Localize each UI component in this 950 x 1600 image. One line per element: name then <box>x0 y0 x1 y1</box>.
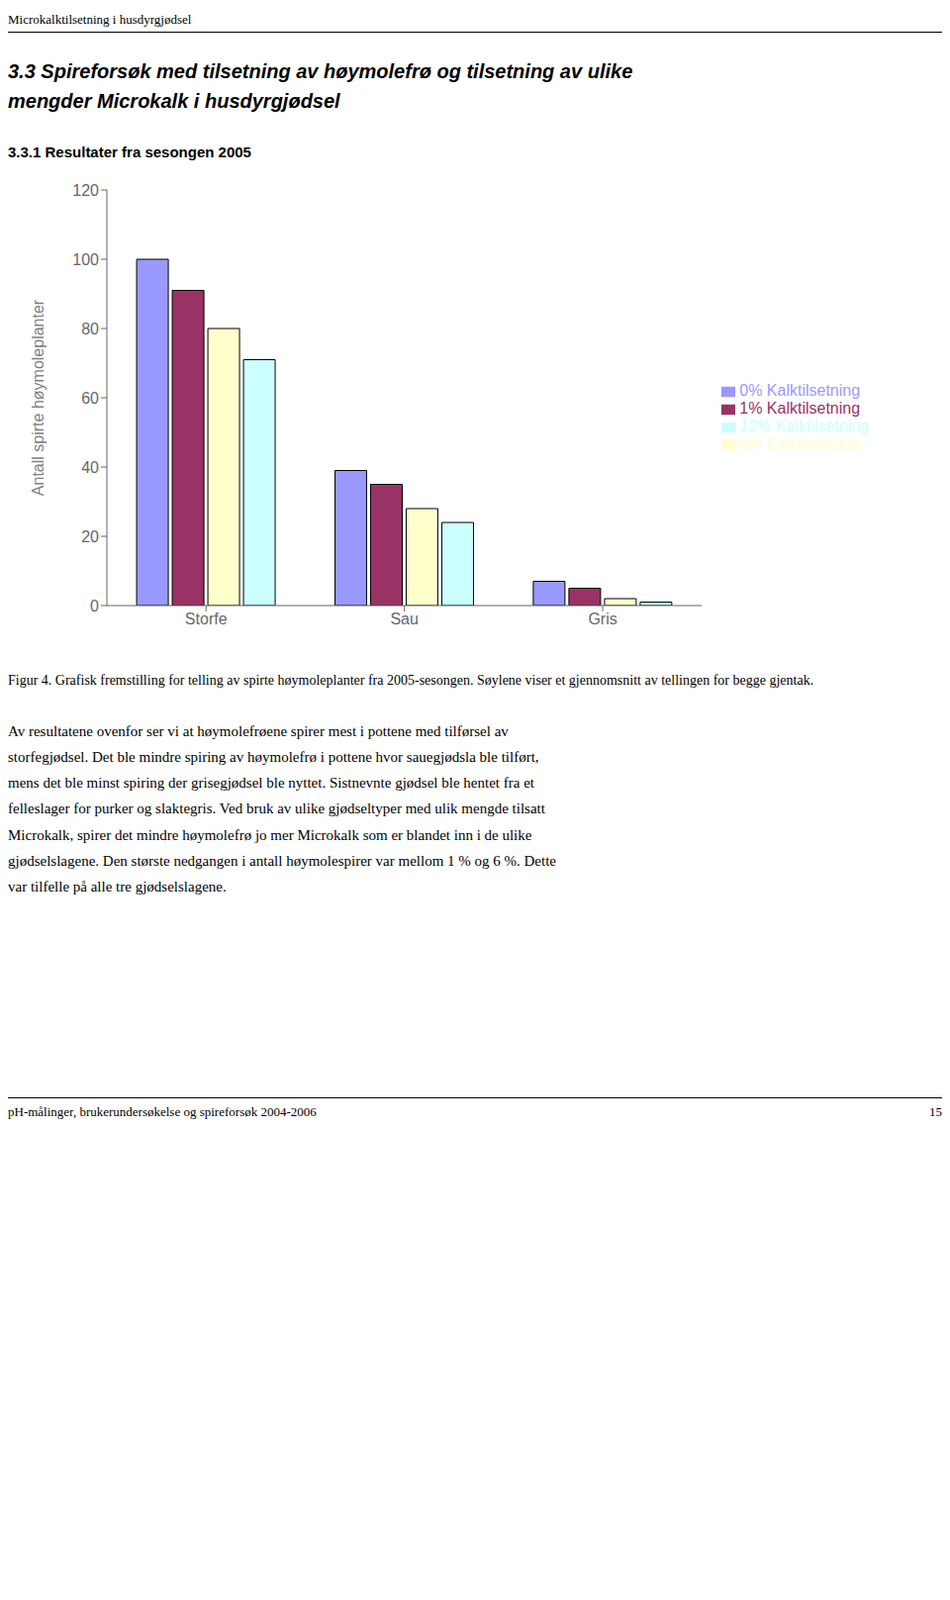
svg-text:80: 80 <box>81 320 99 338</box>
svg-text:40: 40 <box>81 459 99 476</box>
html-text:mengder Microkalk i husdyrgjød: mengder Microkalk i husdyrgjødsel <box>7 90 341 112</box>
html-text:storfegjødsel. Det ble mindre: storfegjødsel. Det ble mindre spiring av… <box>7 748 539 765</box>
html-text:12% Kalktilsetning: 12% Kalktilsetning <box>739 417 869 435</box>
html-text:gjødselslagene. Den største ne: gjødselslagene. Den største nedgangen i … <box>7 852 557 869</box>
html-text:Microkalktilsetning i husdyrgj: Microkalktilsetning i husdyrgjødsel <box>7 11 192 27</box>
html-text:Microkalk, spirer det mindre h: Microkalk, spirer det mindre høymolefrø … <box>7 826 532 843</box>
html-text:mens det ble minst spiring der: mens det ble minst spiring der grisegjød… <box>7 774 535 791</box>
svg-text:Sau: Sau <box>389 610 418 628</box>
svg-text:0: 0 <box>90 597 99 615</box>
svg-text:20: 20 <box>81 528 99 546</box>
html-text:felleslager for purker og slak: felleslager for purker og slaktegris. Ve… <box>7 800 546 817</box>
svg-text:Antall spirte høymoleplanter: Antall spirte høymoleplanter <box>29 298 47 496</box>
html-text:3.3.1 Resultater fra sesongen: 3.3.1 Resultater fra sesongen 2005 <box>7 143 252 161</box>
svg-text:120: 120 <box>72 182 99 199</box>
html-text:Av resultatene ovenfor ser vi: Av resultatene ovenfor ser vi at høymole… <box>7 722 509 739</box>
svg-text:Storfe: Storfe <box>185 610 228 628</box>
html-text:Figur 4. Grafisk fremstilling: Figur 4. Grafisk fremstilling for tellin… <box>7 672 814 688</box>
html-text:6% Kalktilsetning: 6% Kalktilsetning <box>739 435 861 453</box>
svg-text:Gris: Gris <box>587 610 617 628</box>
html-text:var tilfelle på alle tre gjøds: var tilfelle på alle tre gjødselslagene. <box>7 878 227 895</box>
html-text:3.3 Spireforsøk med tilsetning: 3.3 Spireforsøk med tilsetning av høymol… <box>7 60 633 83</box>
html-text:pH-målinger, brukerundersøkels: pH-målinger, brukerundersøkelse og spire… <box>7 1104 317 1120</box>
html-text:0% Kalktilsetning: 0% Kalktilsetning <box>739 381 861 399</box>
svg-text:100: 100 <box>72 251 99 269</box>
svg-text:60: 60 <box>81 389 99 407</box>
html-text:15: 15 <box>929 1104 943 1120</box>
html-text:1% Kalktilsetning: 1% Kalktilsetning <box>739 399 861 417</box>
